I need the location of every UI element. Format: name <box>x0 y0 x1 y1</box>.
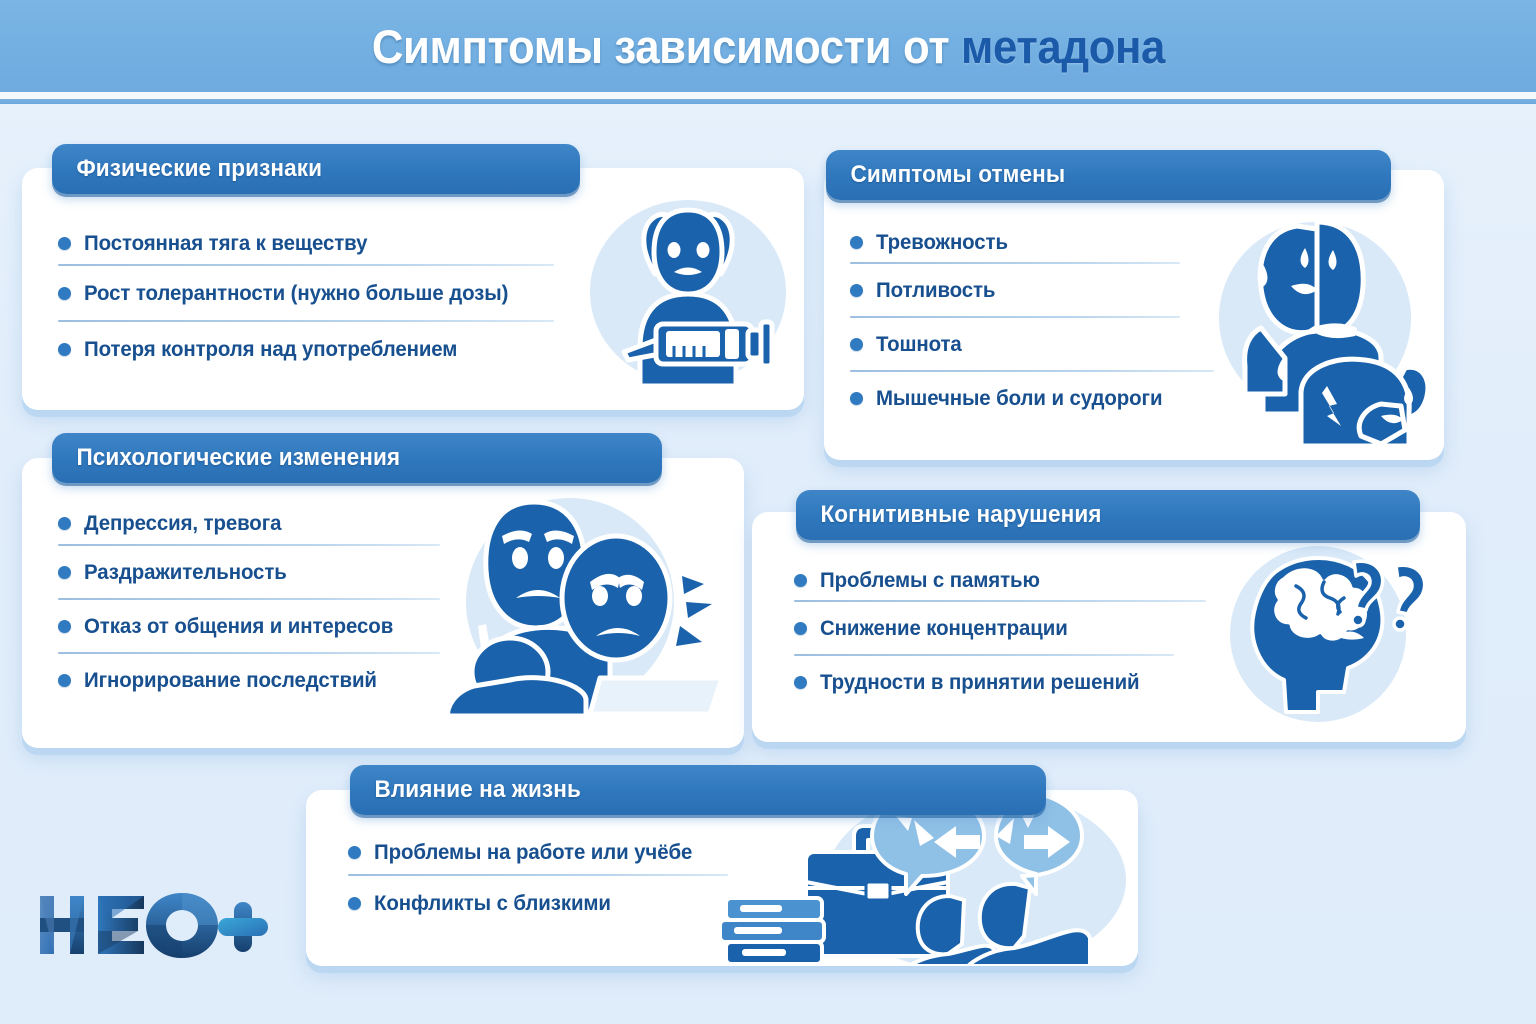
bullet-dot <box>794 573 807 587</box>
list-item-label: Игнорирование последствий <box>84 667 377 692</box>
list-divider <box>58 320 554 322</box>
list-item-label: Потеря контроля над употреблением <box>84 336 458 361</box>
bullet-dot <box>850 283 863 297</box>
list-divider <box>58 544 440 546</box>
list-item-label: Снижение концентрации <box>820 615 1068 640</box>
list-item: Проблемы на работе или учёбе <box>348 830 748 874</box>
list-item: Рост толерантности (нужно больше дозы) <box>58 266 568 320</box>
list-divider <box>850 262 1180 264</box>
list-divider <box>850 370 1214 372</box>
card-title-physical-signs: Физические признаки <box>76 155 323 182</box>
card-header-withdrawal-symptoms: Симптомы отмены <box>826 150 1391 200</box>
page-header: Симптомы зависимости от метадона <box>0 0 1536 92</box>
list-divider <box>348 874 728 876</box>
list-item-label: Потливость <box>876 277 996 302</box>
bullet-dot <box>58 516 71 530</box>
list-item: Тревожность <box>850 222 1220 262</box>
brand-logo <box>36 888 268 962</box>
bullet-dot <box>794 621 807 635</box>
logo-letter-o <box>146 893 218 958</box>
list-item-label: Мышечные боли и судороги <box>876 385 1163 410</box>
card-title-psychological-changes: Психологические изменения <box>76 444 401 471</box>
list-item: Раздражительность <box>58 546 458 598</box>
list-item: Отказ от общения и интересов <box>58 600 458 652</box>
page-title-main: Симптомы зависимости от <box>371 19 961 73</box>
list-item: Конфликты с близкими <box>348 876 748 930</box>
list-divider <box>58 264 554 266</box>
bullet-dot <box>850 235 863 249</box>
page-title-accent: метадона <box>960 19 1165 73</box>
list-divider <box>794 654 1174 656</box>
list-withdrawal-symptoms: Тревожность Потливость Тошнота Мышечные … <box>850 222 1220 424</box>
list-item: Снижение концентрации <box>794 602 1214 654</box>
bullet-dot <box>794 675 807 689</box>
bullet-dot <box>850 337 863 351</box>
list-divider <box>850 316 1180 318</box>
bullet-dot <box>58 236 71 250</box>
bullet-dot <box>58 342 71 356</box>
bullet-dot <box>348 845 361 859</box>
briefcase-books-conflict-icon <box>718 788 1138 966</box>
bullet-dot <box>58 619 71 633</box>
list-item-label: Рост толерантности (нужно больше дозы) <box>84 280 509 305</box>
bullet-dot <box>348 896 361 910</box>
list-item: Мышечные боли и судороги <box>850 372 1220 424</box>
logo-letter-n <box>40 896 84 954</box>
list-item-label: Проблемы с памятью <box>820 567 1040 592</box>
list-item-label: Тошнота <box>876 331 962 356</box>
list-item-label: Раздражительность <box>84 559 287 584</box>
sad-angry-faces-icon <box>440 490 728 716</box>
bullet-dot <box>58 565 71 579</box>
list-item-label: Проблемы на работе или учёбе <box>374 839 693 864</box>
card-header-physical-signs: Физические признаки <box>52 144 580 194</box>
list-divider <box>794 600 1206 602</box>
bullet-dot <box>850 391 863 405</box>
list-life-impact: Проблемы на работе или учёбе Конфликты с… <box>348 830 748 930</box>
person-sweating-cramps-icon <box>1205 208 1437 452</box>
list-divider <box>58 652 440 654</box>
card-header-life-impact: Влияние на жизнь <box>350 765 1046 815</box>
list-item: Трудности в принятии решений <box>794 656 1214 708</box>
list-item: Потеря контроля над употреблением <box>58 322 568 376</box>
head-brain-question-icon <box>1218 540 1432 730</box>
list-item: Игнорирование последствий <box>58 654 458 706</box>
card-header-cognitive-impairment: Когнитивные нарушения <box>796 490 1420 540</box>
list-psychological-changes: Депрессия, тревога Раздражительность Отк… <box>58 502 458 706</box>
list-item: Депрессия, тревога <box>58 502 458 544</box>
card-title-life-impact: Влияние на жизнь <box>374 776 581 803</box>
list-item-label: Тревожность <box>876 229 1008 254</box>
list-item: Тошнота <box>850 318 1220 370</box>
list-item-label: Постоянная тяга к веществу <box>84 230 368 255</box>
page-title: Симптомы зависимости от метадона <box>371 19 1165 73</box>
person-headache-syringe-icon <box>582 196 794 392</box>
list-item-label: Депрессия, тревога <box>84 510 282 535</box>
list-item: Постоянная тяга к веществу <box>58 222 568 264</box>
logo-plus-icon <box>218 902 268 952</box>
list-divider <box>58 598 440 600</box>
list-physical-signs: Постоянная тяга к веществу Рост толерант… <box>58 222 568 376</box>
bullet-dot <box>58 673 71 687</box>
card-title-withdrawal-symptoms: Симптомы отмены <box>850 161 1066 188</box>
header-divider-line <box>0 99 1536 104</box>
list-item-label: Трудности в принятии решений <box>820 669 1140 694</box>
list-item-label: Отказ от общения и интересов <box>84 613 394 638</box>
card-header-psychological-changes: Психологические изменения <box>52 433 662 483</box>
bullet-dot <box>58 286 71 300</box>
header-white-strip <box>0 92 1536 99</box>
list-cognitive-impairment: Проблемы с памятью Снижение концентрации… <box>794 560 1214 708</box>
list-item: Потливость <box>850 264 1220 316</box>
logo-letter-e <box>98 896 144 954</box>
list-item: Проблемы с памятью <box>794 560 1214 600</box>
list-item-label: Конфликты с близкими <box>374 890 611 915</box>
card-title-cognitive-impairment: Когнитивные нарушения <box>820 501 1102 528</box>
